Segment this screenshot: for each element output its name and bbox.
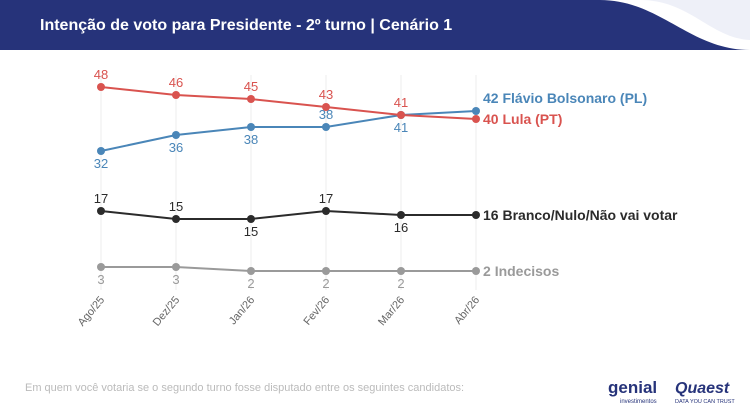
- data-point: [322, 207, 330, 215]
- data-label: 41: [394, 95, 408, 110]
- data-point: [247, 215, 255, 223]
- end-label-name: Branco/Nulo/Não vai votar: [502, 207, 678, 223]
- data-point: [172, 91, 180, 99]
- end-label-value: 42: [483, 90, 499, 106]
- data-label: 3: [97, 272, 104, 287]
- data-point: [322, 103, 330, 111]
- data-point: [472, 267, 480, 275]
- data-label: 45: [244, 79, 258, 94]
- data-label: 36: [169, 140, 183, 155]
- data-point: [472, 115, 480, 123]
- data-point: [97, 207, 105, 215]
- data-point: [247, 267, 255, 275]
- data-point: [247, 95, 255, 103]
- data-point: [322, 267, 330, 275]
- data-label: 48: [94, 67, 108, 82]
- logo-genial: genial: [608, 378, 657, 397]
- x-tick-label: Ago/25: [76, 294, 108, 328]
- data-label: 32: [94, 156, 108, 171]
- series-line: [101, 266, 476, 272]
- x-tick-label: Abr/26: [452, 294, 482, 327]
- data-label: 38: [244, 132, 258, 147]
- end-label-value: 2: [483, 263, 491, 279]
- logo-genial-sub: investimentos: [620, 399, 657, 405]
- data-point: [172, 263, 180, 271]
- chart-title: Intenção de voto para Presidente - 2º tu…: [40, 17, 452, 34]
- series-line: [100, 86, 477, 120]
- end-label: 42 Flávio Bolsonaro (PL): [483, 90, 647, 106]
- data-label: 17: [319, 191, 333, 206]
- data-label: 15: [244, 224, 258, 239]
- data-label: 15: [169, 199, 183, 214]
- data-label: 43: [319, 87, 333, 102]
- data-label: 2: [322, 276, 329, 291]
- series-line: [100, 209, 476, 220]
- footnote: Em quem você votaria se o segundo turno …: [25, 382, 464, 394]
- data-point: [472, 211, 480, 219]
- end-label-value: 40: [483, 111, 499, 127]
- end-label-value: 16: [483, 207, 499, 223]
- data-point: [472, 107, 480, 115]
- data-label: 17: [94, 191, 108, 206]
- logo-quaest: Quaest: [675, 380, 730, 397]
- header-band: [0, 0, 750, 50]
- data-label: 16: [394, 220, 408, 235]
- x-tick-label: Jan/26: [227, 294, 257, 327]
- end-label: 40 Lula (PT): [483, 111, 562, 127]
- end-label: 16 Branco/Nulo/Não vai votar: [483, 207, 678, 223]
- end-label-name: Indecisos: [495, 263, 560, 279]
- data-point: [322, 123, 330, 131]
- end-label: 2 Indecisos: [483, 263, 559, 279]
- data-label: 46: [169, 75, 183, 90]
- data-point: [97, 83, 105, 91]
- data-label: 41: [394, 120, 408, 135]
- data-point: [247, 123, 255, 131]
- data-label: 38: [319, 107, 333, 122]
- data-point: [172, 131, 180, 139]
- data-point: [397, 211, 405, 219]
- x-tick-label: Fev/26: [301, 294, 332, 327]
- data-point: [97, 263, 105, 271]
- data-point: [397, 267, 405, 275]
- x-tick-label: Dez/25: [151, 294, 183, 328]
- x-tick-label: Mar/26: [376, 294, 407, 328]
- data-label: 2: [397, 276, 404, 291]
- data-point: [97, 147, 105, 155]
- end-label-name: Lula (PT): [502, 111, 562, 127]
- data-point: [397, 111, 405, 119]
- series-line: [100, 110, 477, 152]
- logo-quaest-sub: DATA YOU CAN TRUST: [675, 399, 735, 405]
- end-label-name: Flávio Bolsonaro (PL): [502, 90, 647, 106]
- header-curve-accent: [640, 0, 750, 40]
- data-label: 3: [172, 272, 179, 287]
- data-point: [172, 215, 180, 223]
- data-label: 2: [247, 276, 254, 291]
